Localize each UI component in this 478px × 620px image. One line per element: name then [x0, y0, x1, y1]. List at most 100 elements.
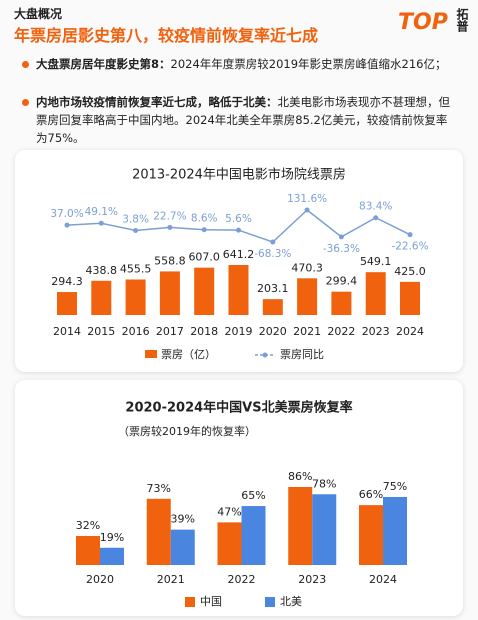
bar — [228, 265, 249, 315]
value-label: 75% — [383, 480, 407, 493]
bar — [91, 280, 112, 315]
value-label: 49.1% — [85, 206, 118, 218]
value-label: 8.6% — [191, 213, 218, 225]
chart-card: 2013-2024年中国电影市场院线票房 2014 2015 2016 2017 2018… — [15, 150, 463, 372]
logo-name: 拓普 — [455, 8, 469, 32]
value-label: 86% — [288, 470, 312, 483]
value-label: 37.0% — [50, 208, 83, 220]
x-tick-label: 2022 — [327, 325, 355, 338]
chart: 2020-2024年中国VS北美票房恢复率 （票房较2019年的恢复率） 2020 2… — [76, 400, 407, 609]
section-label: 大盘概况 — [14, 7, 63, 21]
value-label: -22.6% — [391, 241, 428, 253]
value-label: 203.1 — [257, 282, 289, 295]
bar — [76, 535, 100, 565]
x-tick-label: 2024 — [369, 573, 397, 586]
x-tick-label: 2022 — [228, 573, 256, 586]
chart-subtitle: （票房较2019年的恢复率） — [118, 424, 256, 438]
value-label: 438.8 — [86, 264, 118, 277]
bar — [159, 271, 180, 315]
chart: 2013-2024年中国电影市场院线票房 2014 2015 2016 2017 2018… — [50, 167, 428, 362]
bar — [125, 279, 146, 315]
bar — [57, 292, 77, 315]
line-point — [407, 232, 413, 238]
bar — [241, 506, 266, 565]
bar — [383, 496, 407, 565]
value-label: 549.1 — [360, 255, 392, 268]
line-point — [373, 215, 379, 221]
line-point — [133, 227, 139, 233]
value-label: 73% — [147, 482, 171, 495]
value-label: 607.0 — [188, 251, 220, 264]
x-tick-label: 2021 — [293, 325, 321, 338]
x-tick-label: 2019 — [225, 325, 253, 338]
bar — [297, 278, 318, 315]
value-label: 22.7% — [153, 210, 186, 222]
chart-title: 2020-2024年中国VS北美票房恢复率 — [125, 400, 352, 416]
line-point — [304, 207, 310, 213]
value-label: -36.3% — [323, 243, 360, 255]
x-tick-label: 2015 — [87, 325, 115, 338]
value-label: 131.6% — [287, 193, 327, 205]
bullet-text: 2024年年度票房较2019年影史票房峰值缩水216亿； — [170, 57, 447, 71]
x-tick-label: 2016 — [122, 325, 150, 338]
bar — [146, 498, 171, 565]
bullet: 内地市场较疫情前恢复率近七成，略低于北美：北美电影市场表现亦不甚理想，但票房回复… — [22, 93, 456, 147]
value-label: -68.3% — [254, 248, 291, 260]
chart-title: 2013-2024年中国电影市场院线票房 — [132, 167, 346, 183]
bullet-bold: 内地市场较疫情前恢复率近七成，略低于北美： — [36, 95, 278, 109]
line-point — [167, 224, 173, 230]
value-label: 641.2 — [223, 248, 255, 261]
value-label: 65% — [241, 489, 265, 502]
value-label: 455.5 — [120, 262, 152, 275]
bar — [359, 505, 383, 565]
value-label: 425.0 — [394, 265, 426, 278]
value-label: 294.3 — [51, 275, 83, 288]
legend-swatch — [185, 597, 195, 607]
x-tick-label: 2023 — [298, 573, 326, 586]
page-title: 年票房居影史第八，较疫情前恢复率近七成 — [14, 26, 319, 45]
x-tick-label: 2014 — [53, 325, 81, 338]
bullet-bold: 大盘票房居年度影史第8： — [36, 57, 171, 71]
line-point — [64, 222, 70, 228]
value-label: 3.8% — [122, 213, 149, 225]
value-label: 299.4 — [326, 275, 358, 288]
x-tick-label: 2017 — [156, 325, 184, 338]
line-point — [201, 227, 207, 233]
x-tick-label: 2020 — [86, 573, 114, 586]
bullet: 大盘票房居年度影史第8：2024年年度票房较2019年影史票房峰值缩水216亿； — [22, 55, 456, 73]
legend-swatch — [262, 352, 268, 358]
legend-swatch — [265, 597, 275, 607]
value-label: 558.8 — [154, 254, 186, 267]
line-point — [270, 239, 276, 245]
value-label: 32% — [76, 519, 100, 532]
bar — [331, 291, 352, 315]
bar — [365, 272, 386, 315]
line-point — [338, 234, 344, 240]
x-tick-label: 2018 — [190, 325, 218, 338]
x-tick-label: 2024 — [396, 325, 424, 338]
legend-label: 票房（亿） — [161, 348, 216, 361]
legend-swatch — [145, 350, 157, 358]
bullet-text: 北美电影市场表现亦不甚理想，但票房回复率略高于中国内地。2024年北美全年票房8… — [36, 95, 450, 145]
bar — [400, 281, 420, 315]
bar — [100, 547, 124, 565]
line-point — [98, 220, 104, 226]
value-label: 83.4% — [359, 201, 392, 213]
logo-brand: TOP — [398, 10, 448, 35]
legend-label: 中国 — [200, 595, 222, 608]
legend-label: 票房同比 — [280, 348, 324, 361]
line-point — [236, 227, 241, 233]
chart-card: 2020-2024年中国VS北美票房恢复率 （票房较2019年的恢复率） 2020 2… — [15, 380, 463, 616]
value-label: 47% — [217, 505, 241, 518]
bar — [288, 487, 313, 565]
x-tick-label: 2020 — [259, 325, 287, 338]
x-tick-label: 2021 — [157, 573, 185, 586]
value-label: 78% — [312, 477, 336, 490]
value-label: 5.6% — [225, 213, 252, 225]
bar — [262, 299, 283, 315]
bar — [312, 494, 337, 565]
legend-label: 北美 — [280, 595, 302, 608]
value-label: 19% — [100, 531, 124, 544]
bar — [194, 267, 215, 315]
